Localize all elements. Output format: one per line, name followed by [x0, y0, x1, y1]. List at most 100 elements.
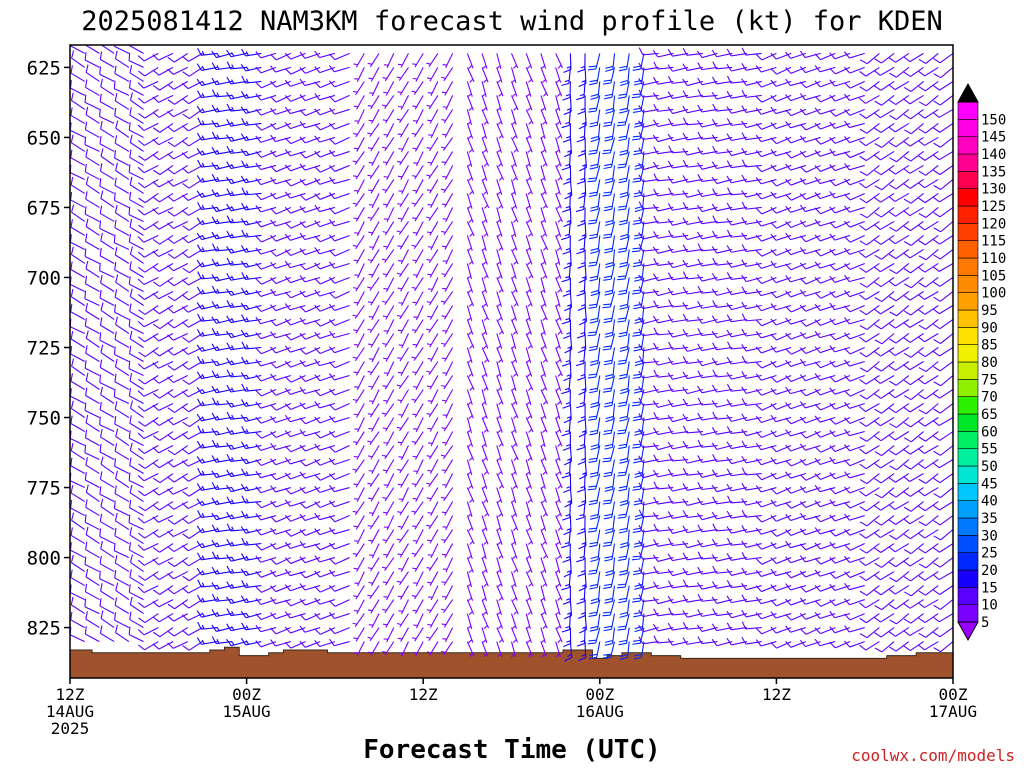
- barb-half-flag: [231, 179, 234, 183]
- barb-half-flag: [382, 189, 386, 190]
- wind-barb: [115, 51, 128, 68]
- barb-staff: [467, 137, 473, 152]
- barb-half-flag: [217, 234, 219, 238]
- wind-barb: [412, 628, 423, 642]
- barb-half-flag: [353, 134, 357, 135]
- barb-staff: [414, 390, 423, 403]
- wind-barb: [482, 460, 489, 475]
- barb-half-flag: [353, 64, 357, 65]
- barb-full-flag: [168, 616, 174, 621]
- barb-half-flag: [217, 135, 219, 139]
- wind-barb: [526, 263, 533, 278]
- barb-half-flag: [413, 148, 417, 149]
- barb-full-flag: [241, 442, 245, 449]
- barb-staff: [101, 241, 114, 250]
- wind-barb: [86, 485, 99, 502]
- barb-staff: [556, 235, 562, 250]
- barb-staff: [370, 362, 379, 375]
- barb-staff: [414, 544, 423, 557]
- barb-half-flag: [528, 570, 531, 573]
- wind-barb: [101, 429, 115, 445]
- barb-staff: [357, 137, 365, 151]
- barb-staff: [497, 502, 503, 517]
- barb-full-flag: [153, 239, 159, 244]
- barb-full-flag: [562, 209, 570, 212]
- barb-full-flag: [183, 492, 189, 497]
- wind-barb: [100, 163, 114, 179]
- barb-full-flag: [168, 504, 174, 509]
- barb-full-flag: [563, 335, 570, 338]
- barb-half-flag: [527, 528, 530, 531]
- barb-full-flag: [101, 37, 103, 45]
- barb-staff: [159, 572, 173, 580]
- barb-full-flag: [563, 490, 570, 493]
- barb-staff: [598, 193, 600, 209]
- barb-full-flag: [139, 618, 146, 623]
- barb-full-flag: [300, 460, 306, 466]
- barb-staff: [130, 115, 144, 123]
- barb-staff: [431, 347, 438, 361]
- wind-barb: [497, 558, 501, 573]
- wind-barb: [497, 109, 502, 124]
- barb-full-flag: [329, 96, 335, 102]
- barb-staff: [385, 249, 394, 262]
- barb-half-flag: [231, 291, 234, 295]
- wind-barb: [354, 530, 364, 544]
- wind-barb: [242, 426, 262, 433]
- barb-staff: [541, 137, 546, 152]
- barb-staff: [334, 109, 349, 114]
- barb-staff: [399, 221, 408, 234]
- barb-half-flag: [232, 361, 234, 365]
- barb-half-flag: [202, 543, 205, 547]
- wind-barb: [556, 165, 563, 180]
- barb-full-flag: [101, 303, 103, 311]
- barb-half-flag: [412, 91, 416, 92]
- barb-full-flag: [56, 290, 57, 298]
- barb-full-flag: [197, 91, 201, 98]
- wind-barb: [413, 305, 423, 320]
- barb-half-flag: [497, 346, 500, 349]
- barb-half-flag: [514, 149, 517, 152]
- barb-half-flag: [498, 164, 501, 167]
- barb-staff: [101, 310, 114, 319]
- wind-barb: [354, 333, 364, 347]
- barb-half-flag: [426, 371, 430, 372]
- barb-staff: [56, 467, 70, 474]
- wind-barb: [412, 390, 424, 403]
- barb-full-flag: [138, 448, 144, 453]
- barb-half-flag: [542, 346, 545, 349]
- barb-staff: [512, 137, 519, 152]
- wind-barb: [369, 544, 379, 559]
- barb-half-flag: [442, 400, 446, 401]
- barb-staff: [70, 635, 85, 642]
- barb-full-flag: [168, 450, 175, 455]
- barb-half-flag: [246, 345, 248, 349]
- barb-staff: [416, 418, 423, 432]
- barb-half-flag: [441, 301, 445, 302]
- barb-staff: [334, 263, 349, 268]
- barb-half-flag: [412, 372, 416, 373]
- wind-barb: [482, 137, 487, 152]
- barb-half-flag: [442, 596, 446, 597]
- barb-half-flag: [558, 527, 561, 530]
- wind-barb: [411, 347, 423, 360]
- barb-staff: [467, 123, 472, 138]
- barb-staff: [598, 305, 600, 321]
- wind-barb: [467, 179, 474, 194]
- barb-half-flag: [566, 136, 570, 138]
- wind-barb: [427, 67, 438, 81]
- barb-half-flag: [558, 135, 561, 138]
- barb-staff: [526, 628, 531, 643]
- barb-full-flag: [577, 181, 585, 184]
- barb-full-flag: [100, 471, 101, 479]
- barb-staff: [416, 179, 424, 193]
- wind-barb: [526, 418, 533, 433]
- barb-staff: [430, 151, 438, 165]
- wind-barb: [541, 586, 545, 601]
- wind-barb: [101, 121, 115, 137]
- barb-half-flag: [512, 472, 515, 475]
- barb-staff: [445, 586, 453, 600]
- wind-barb: [511, 488, 515, 503]
- barb-full-flag: [115, 304, 116, 312]
- barb-staff: [497, 263, 502, 278]
